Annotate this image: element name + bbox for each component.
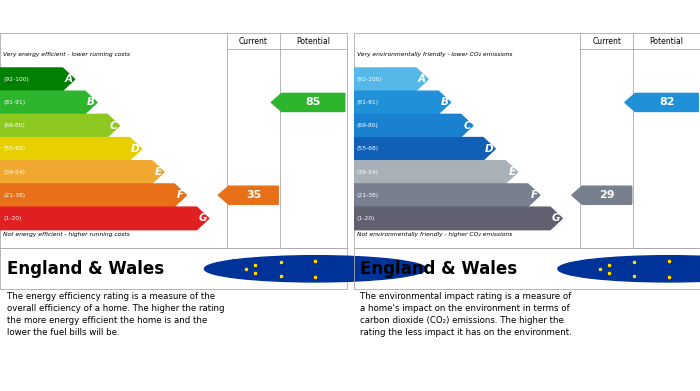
Polygon shape xyxy=(354,138,496,160)
Polygon shape xyxy=(0,161,164,183)
Text: D: D xyxy=(484,144,494,154)
Text: Not environmentally friendly - higher CO₂ emissions: Not environmentally friendly - higher CO… xyxy=(357,232,512,237)
Text: E: E xyxy=(155,167,162,177)
Text: A: A xyxy=(64,74,73,84)
Polygon shape xyxy=(0,114,120,137)
Polygon shape xyxy=(0,91,97,114)
Polygon shape xyxy=(354,91,451,114)
Text: Not energy efficient - higher running costs: Not energy efficient - higher running co… xyxy=(4,232,130,237)
Text: (69-80): (69-80) xyxy=(357,123,379,128)
Text: Very environmentally friendly - lower CO₂ emissions: Very environmentally friendly - lower CO… xyxy=(357,52,512,57)
Text: Potential: Potential xyxy=(296,37,330,46)
Text: 29: 29 xyxy=(599,190,615,200)
Text: England & Wales: England & Wales xyxy=(7,260,164,278)
Text: Current: Current xyxy=(592,37,622,46)
Text: 85: 85 xyxy=(305,97,321,108)
Text: (39-54): (39-54) xyxy=(357,170,379,174)
Text: (55-68): (55-68) xyxy=(4,146,26,151)
FancyArrow shape xyxy=(572,186,631,204)
Text: EU Directive
2002/91/EC: EU Directive 2002/91/EC xyxy=(232,259,279,278)
Polygon shape xyxy=(354,114,473,137)
Text: (92-100): (92-100) xyxy=(357,77,383,82)
Circle shape xyxy=(204,256,426,282)
Text: (69-80): (69-80) xyxy=(4,123,25,128)
Polygon shape xyxy=(354,207,562,230)
Text: England & Wales: England & Wales xyxy=(360,260,517,278)
Text: B: B xyxy=(87,97,95,108)
Text: (81-91): (81-91) xyxy=(357,100,379,105)
Text: (39-54): (39-54) xyxy=(4,170,25,174)
Text: D: D xyxy=(131,144,140,154)
Text: (81-91): (81-91) xyxy=(4,100,26,105)
Text: C: C xyxy=(463,121,471,131)
Text: (1-20): (1-20) xyxy=(357,216,375,221)
Polygon shape xyxy=(0,184,186,206)
Text: F: F xyxy=(531,190,538,200)
Text: The environmental impact rating is a measure of
a home's impact on the environme: The environmental impact rating is a mea… xyxy=(360,292,572,337)
Polygon shape xyxy=(0,68,75,90)
Text: Environmental Impact (CO₂) Rating: Environmental Impact (CO₂) Rating xyxy=(358,10,591,23)
Text: F: F xyxy=(177,190,184,200)
Polygon shape xyxy=(0,138,142,160)
Text: Potential: Potential xyxy=(650,37,684,46)
Circle shape xyxy=(558,256,700,282)
Text: Current: Current xyxy=(239,37,268,46)
Text: G: G xyxy=(198,213,206,223)
Polygon shape xyxy=(0,207,209,230)
Text: (92-100): (92-100) xyxy=(4,77,29,82)
Polygon shape xyxy=(354,161,517,183)
Text: 82: 82 xyxy=(659,97,675,108)
Polygon shape xyxy=(354,68,428,90)
Text: (21-38): (21-38) xyxy=(357,193,379,198)
Text: E: E xyxy=(508,167,515,177)
FancyArrow shape xyxy=(625,93,699,111)
Text: G: G xyxy=(552,213,560,223)
Text: (55-68): (55-68) xyxy=(357,146,379,151)
Polygon shape xyxy=(354,184,540,206)
Text: Very energy efficient - lower running costs: Very energy efficient - lower running co… xyxy=(4,52,130,57)
Text: EU Directive
2002/91/EC: EU Directive 2002/91/EC xyxy=(586,259,633,278)
FancyArrow shape xyxy=(218,186,278,204)
Text: Energy Efficiency Rating: Energy Efficiency Rating xyxy=(5,10,167,23)
Text: The energy efficiency rating is a measure of the
overall efficiency of a home. T: The energy efficiency rating is a measur… xyxy=(7,292,225,337)
Text: (21-38): (21-38) xyxy=(4,193,26,198)
Text: 35: 35 xyxy=(246,190,261,200)
Text: C: C xyxy=(110,121,118,131)
Text: (1-20): (1-20) xyxy=(4,216,22,221)
Text: A: A xyxy=(418,74,426,84)
Text: B: B xyxy=(440,97,449,108)
FancyArrow shape xyxy=(272,93,345,111)
